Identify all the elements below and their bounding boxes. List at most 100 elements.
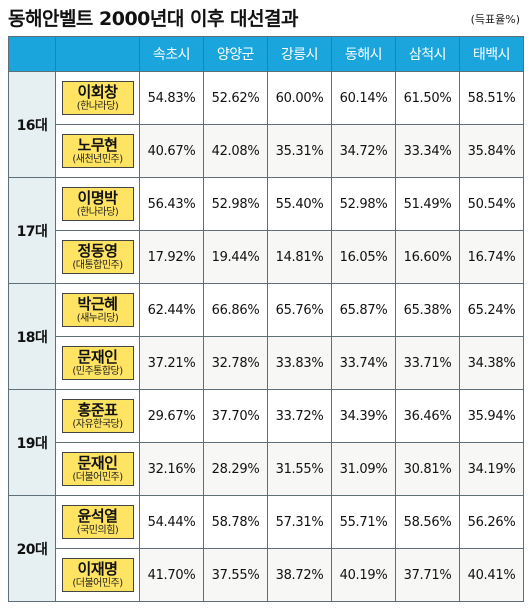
vote-share-cell: 58.56% bbox=[395, 495, 460, 549]
candidate-name: 문재인 bbox=[77, 348, 118, 367]
candidate-box: 정동영 (대통합민주) bbox=[61, 240, 134, 274]
candidate-name: 박근혜 bbox=[77, 295, 118, 314]
vote-share-cell: 31.55% bbox=[267, 442, 332, 496]
candidate-party: (새천년민주) bbox=[72, 154, 123, 166]
candidate-box: 윤석열 (국민의힘) bbox=[61, 505, 134, 539]
term-label: 19대 bbox=[8, 389, 56, 496]
vote-share-cell: 55.71% bbox=[331, 495, 396, 549]
table-row: 16대 이회창 (한나라당) 54.83% 52.62% 60.00% 60.14% 61.5… bbox=[8, 71, 524, 178]
vote-share-cell: 52.98% bbox=[331, 177, 396, 231]
vote-share-cell: 32.16% bbox=[139, 442, 204, 496]
page-title: 동해안벨트 2000년대 이후 대선결과 bbox=[8, 8, 298, 30]
table-row: 이재명 (더불어민주) 41.70% 37.55% 38.72% 40.19% 37.71%… bbox=[9, 548, 524, 602]
table-row: 17대 이명박 (한나라당) 56.43% 52.98% 55.40% 52.98% 51.4… bbox=[8, 177, 524, 284]
table-row: 문재인 (더불어민주) 32.16% 28.29% 31.55% 31.09% 30.81%… bbox=[9, 442, 524, 496]
vote-share-cell: 28.29% bbox=[203, 442, 268, 496]
candidate-party: (더불어민주) bbox=[72, 578, 123, 590]
results-table: 속초시 양양군 강릉시 동해시 삼척시 태백시 16대 이회창 (한나라당) 54.8… bbox=[8, 36, 524, 602]
vote-share-cell: 66.86% bbox=[203, 283, 268, 337]
vote-share-cell: 52.62% bbox=[203, 71, 268, 125]
candidate-party: (국민의힘) bbox=[76, 525, 119, 537]
vote-share-cell: 65.76% bbox=[267, 283, 332, 337]
candidate-party: (대통합민주) bbox=[72, 260, 123, 272]
table-row: 19대 홍준표 (자유한국당) 29.67% 37.70% 33.72% 34.39% 36.… bbox=[8, 389, 524, 496]
candidate-name: 이회창 bbox=[77, 83, 118, 102]
vote-share-cell: 40.67% bbox=[139, 124, 204, 178]
candidate-party: (한나라당) bbox=[76, 101, 119, 113]
candidate-box: 이명박 (한나라당) bbox=[61, 187, 134, 221]
vote-share-cell: 29.67% bbox=[139, 389, 204, 443]
vote-share-cell: 54.44% bbox=[139, 495, 204, 549]
vote-share-cell: 34.72% bbox=[331, 124, 396, 178]
vote-share-cell: 33.71% bbox=[395, 336, 460, 390]
table-row: 문재인 (민주통합당) 37.21% 32.78% 33.83% 33.74% 33.71%… bbox=[9, 336, 524, 390]
vote-share-cell: 56.26% bbox=[459, 495, 524, 549]
vote-share-cell: 33.34% bbox=[395, 124, 460, 178]
vote-share-cell: 34.38% bbox=[459, 336, 524, 390]
candidate-cell: 이재명 (더불어민주) bbox=[55, 548, 140, 602]
unit-note: (득표율%) bbox=[470, 13, 520, 26]
table-row: 20대 윤석열 (국민의힘) 54.44% 58.78% 57.31% 55.71% 58.5… bbox=[8, 495, 524, 602]
candidate-cell: 이명박 (한나라당) bbox=[55, 177, 140, 231]
candidate-name: 이명박 bbox=[77, 189, 118, 208]
vote-share-cell: 57.31% bbox=[267, 495, 332, 549]
candidate-name: 이재명 bbox=[77, 560, 118, 579]
candidate-box: 홍준표 (자유한국당) bbox=[61, 399, 134, 433]
vote-share-cell: 61.50% bbox=[395, 71, 460, 125]
vote-share-cell: 52.98% bbox=[203, 177, 268, 231]
candidate-box: 이회창 (한나라당) bbox=[61, 81, 134, 115]
term-label: 16대 bbox=[8, 71, 56, 178]
candidate-cell: 박근혜 (새누리당) bbox=[55, 283, 140, 337]
candidate-cell: 이회창 (한나라당) bbox=[55, 71, 140, 125]
vote-share-cell: 16.60% bbox=[395, 230, 460, 284]
vote-share-cell: 56.43% bbox=[139, 177, 204, 231]
candidate-box: 이재명 (더불어민주) bbox=[61, 558, 134, 592]
candidate-party: (더불어민주) bbox=[72, 472, 123, 484]
vote-share-cell: 55.40% bbox=[267, 177, 332, 231]
candidate-box: 노무현 (새천년민주) bbox=[61, 134, 134, 168]
candidate-cell: 노무현 (새천년민주) bbox=[55, 124, 140, 178]
vote-share-cell: 40.41% bbox=[459, 548, 524, 602]
vote-share-cell: 37.70% bbox=[203, 389, 268, 443]
term-label: 18대 bbox=[8, 283, 56, 390]
candidate-party: (자유한국당) bbox=[72, 419, 123, 431]
table-row: 정동영 (대통합민주) 17.92% 19.44% 14.81% 16.05% 16.60%… bbox=[9, 230, 524, 284]
vote-share-cell: 37.71% bbox=[395, 548, 460, 602]
vote-share-cell: 33.74% bbox=[331, 336, 396, 390]
vote-share-cell: 35.31% bbox=[267, 124, 332, 178]
results-body: 16대 이회창 (한나라당) 54.83% 52.62% 60.00% 60.14% 61.5… bbox=[8, 71, 524, 602]
vote-share-cell: 30.81% bbox=[395, 442, 460, 496]
table-row: 18대 박근혜 (새누리당) 62.44% 66.86% 65.76% 65.87% 65.3… bbox=[8, 283, 524, 390]
candidate-name: 노무현 bbox=[77, 136, 118, 155]
vote-share-cell: 34.39% bbox=[331, 389, 396, 443]
vote-share-cell: 34.19% bbox=[459, 442, 524, 496]
candidate-party: (한나라당) bbox=[76, 207, 119, 219]
candidate-name: 윤석열 bbox=[77, 507, 118, 526]
column-header: 삼척시 bbox=[395, 36, 460, 72]
vote-share-cell: 42.08% bbox=[203, 124, 268, 178]
vote-share-cell: 65.87% bbox=[331, 283, 396, 337]
vote-share-cell: 65.38% bbox=[395, 283, 460, 337]
candidate-cell: 문재인 (민주통합당) bbox=[55, 336, 140, 390]
candidate-cell: 홍준표 (자유한국당) bbox=[55, 389, 140, 443]
column-header: 속초시 bbox=[139, 36, 204, 72]
vote-share-cell: 50.54% bbox=[459, 177, 524, 231]
candidate-name: 정동영 bbox=[77, 242, 118, 261]
header-row: 속초시 양양군 강릉시 동해시 삼척시 태백시 bbox=[8, 36, 524, 72]
vote-share-cell: 33.72% bbox=[267, 389, 332, 443]
vote-share-cell: 62.44% bbox=[139, 283, 204, 337]
vote-share-cell: 54.83% bbox=[139, 71, 204, 125]
column-header: 동해시 bbox=[331, 36, 396, 72]
vote-share-cell: 19.44% bbox=[203, 230, 268, 284]
vote-share-cell: 32.78% bbox=[203, 336, 268, 390]
column-header: 태백시 bbox=[459, 36, 524, 72]
vote-share-cell: 35.84% bbox=[459, 124, 524, 178]
vote-share-cell: 40.19% bbox=[331, 548, 396, 602]
term-label: 17대 bbox=[8, 177, 56, 284]
vote-share-cell: 37.55% bbox=[203, 548, 268, 602]
candidate-party: (새누리당) bbox=[76, 313, 119, 325]
column-header: 양양군 bbox=[203, 36, 268, 72]
column-header: 강릉시 bbox=[267, 36, 332, 72]
vote-share-cell: 51.49% bbox=[395, 177, 460, 231]
